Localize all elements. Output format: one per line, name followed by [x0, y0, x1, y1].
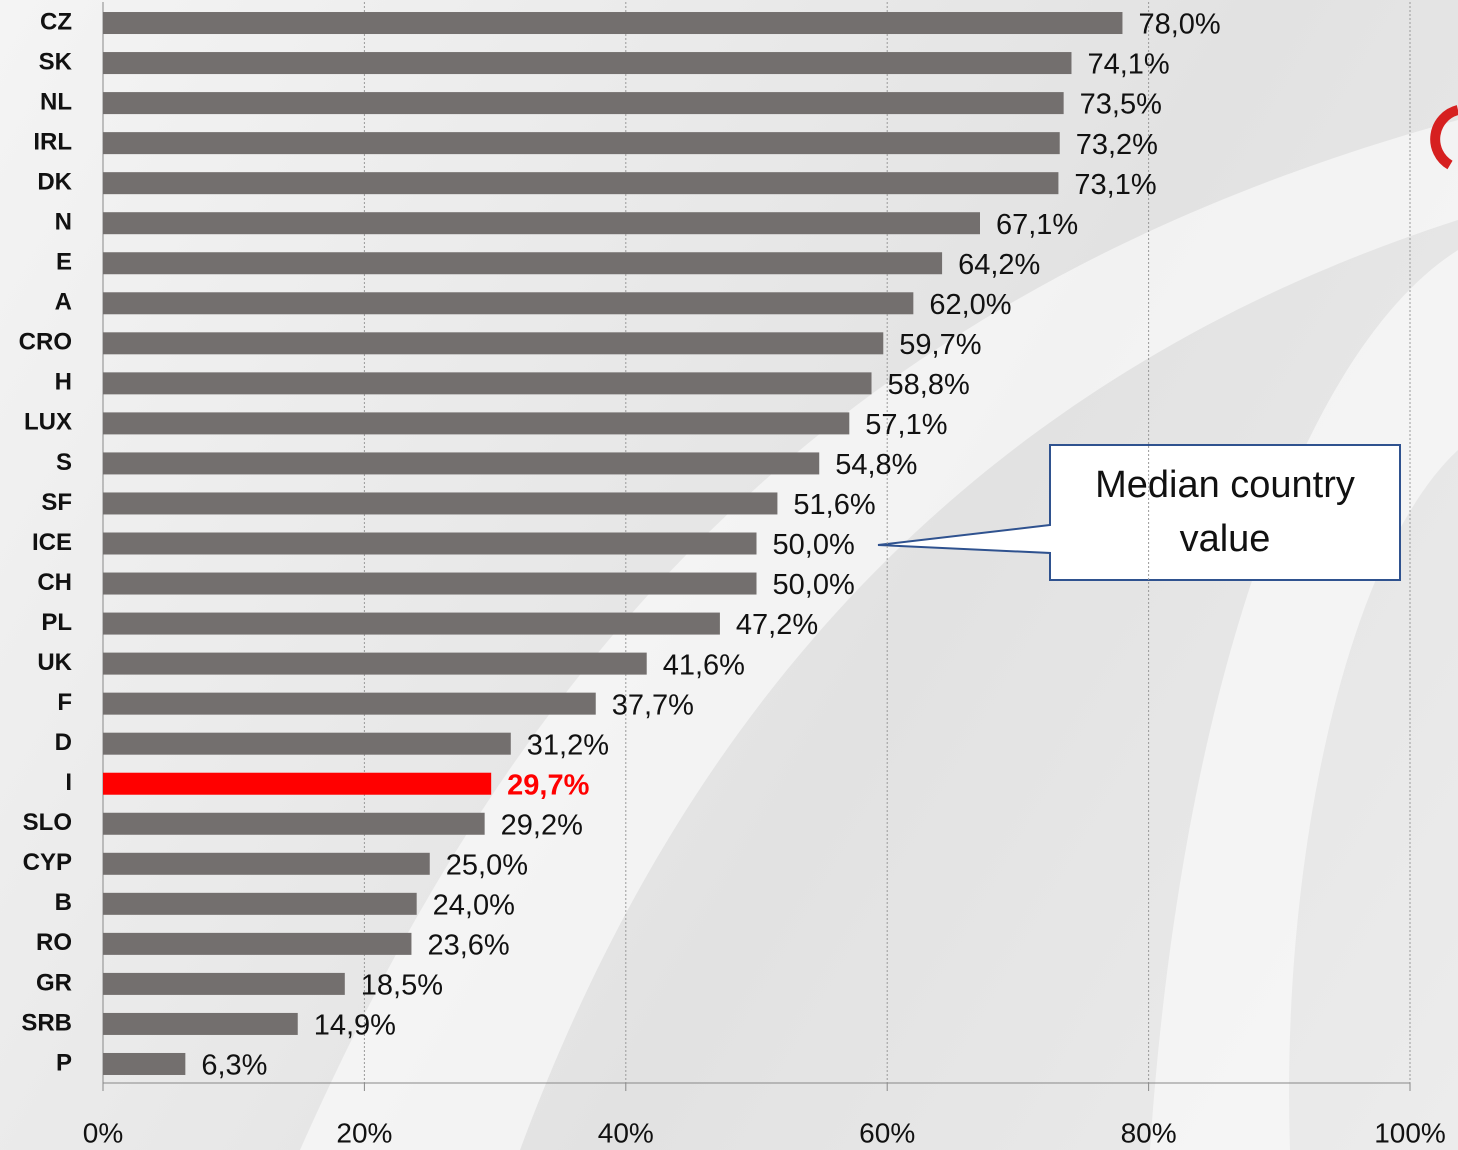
y-tick-label: LUX [24, 409, 72, 436]
y-tick-label: SRB [21, 1009, 72, 1036]
bar [103, 52, 1072, 75]
value-label: 41,6% [663, 649, 745, 681]
x-tick-label: 40% [598, 1117, 654, 1148]
value-label: 50,0% [773, 529, 855, 561]
y-tick-label: F [57, 689, 72, 716]
value-label: 50,0% [773, 569, 855, 601]
x-tick-label: 60% [859, 1117, 915, 1148]
bar [103, 652, 647, 675]
y-tick-label: I [65, 769, 72, 796]
bar [103, 372, 872, 395]
value-label: 29,2% [501, 809, 583, 841]
x-tick-label: 80% [1121, 1117, 1177, 1148]
y-tick-label: E [56, 249, 72, 276]
value-label: 58,8% [888, 369, 970, 401]
bar [103, 492, 778, 515]
bar [103, 852, 430, 875]
bar [103, 932, 412, 955]
bar [103, 532, 757, 555]
value-label: 73,2% [1076, 129, 1158, 161]
x-tick-label: 20% [336, 1117, 392, 1148]
bar [103, 412, 850, 435]
value-label: 23,6% [427, 930, 509, 962]
y-tick-label: ICE [32, 529, 72, 556]
y-tick-label: SK [39, 48, 73, 75]
bar [103, 172, 1059, 195]
bar [103, 332, 884, 355]
y-tick-label: CRO [19, 329, 72, 356]
x-tick-label: 100% [1374, 1117, 1446, 1148]
y-tick-label: B [55, 889, 72, 916]
value-label: 74,1% [1087, 49, 1169, 81]
background-swoosh [300, 120, 1458, 1150]
value-label: 25,0% [446, 849, 528, 881]
y-tick-label: CH [37, 569, 72, 596]
bar [103, 1052, 186, 1075]
value-label: 73,5% [1080, 89, 1162, 121]
bar [103, 292, 914, 315]
y-tick-label: IRL [33, 128, 72, 155]
value-label: 57,1% [865, 409, 947, 441]
value-label: 18,5% [361, 970, 443, 1002]
bar [103, 972, 345, 995]
bar [103, 132, 1060, 155]
y-tick-label: SLO [23, 809, 72, 836]
value-label: 78,0% [1138, 9, 1220, 41]
value-label: 31,2% [527, 729, 609, 761]
value-label: 29,7% [507, 769, 589, 801]
value-label: 24,0% [433, 889, 515, 921]
value-label: 54,8% [835, 449, 917, 481]
y-tick-label: A [55, 289, 72, 316]
x-tick-label: 0% [83, 1117, 123, 1148]
value-label: 67,1% [996, 209, 1078, 241]
bar [103, 772, 492, 795]
bar [103, 212, 980, 235]
y-tick-label: PL [41, 609, 72, 636]
bar [103, 692, 596, 715]
y-tick-label: NL [40, 88, 72, 115]
y-tick-label: RO [36, 929, 72, 956]
background-swoosh [1150, 250, 1458, 1150]
value-label: 37,7% [612, 689, 694, 721]
logo [1430, 105, 1458, 170]
y-tick-label: S [56, 449, 72, 476]
bar [103, 252, 943, 275]
y-tick-label: D [55, 729, 72, 756]
y-tick-label: DK [37, 169, 72, 196]
value-label: 47,2% [736, 609, 818, 641]
y-tick-label: GR [36, 969, 72, 996]
y-tick-label: CZ [40, 8, 72, 35]
bar [103, 452, 820, 475]
y-tick-label: P [56, 1049, 72, 1076]
bar [103, 732, 511, 755]
bar [103, 92, 1064, 115]
bar [103, 612, 720, 635]
y-tick-label: SF [41, 489, 72, 516]
value-label: 14,9% [314, 1010, 396, 1042]
value-label: 59,7% [899, 329, 981, 361]
y-tick-label: UK [37, 649, 72, 676]
value-label: 64,2% [958, 249, 1040, 281]
value-label: 73,1% [1074, 169, 1156, 201]
y-tick-label: H [55, 369, 72, 396]
bar [103, 892, 417, 915]
value-label: 51,6% [793, 489, 875, 521]
bar [103, 1012, 298, 1035]
value-label: 62,0% [929, 289, 1011, 321]
annotation: Median country value [1095, 464, 1355, 560]
bar [103, 12, 1123, 35]
y-tick-label: CYP [23, 849, 72, 876]
bar [103, 812, 485, 835]
y-tick-label: N [55, 209, 72, 236]
callout-box [877, 444, 1401, 581]
bar [103, 572, 757, 595]
value-label: 6,3% [201, 1050, 267, 1082]
